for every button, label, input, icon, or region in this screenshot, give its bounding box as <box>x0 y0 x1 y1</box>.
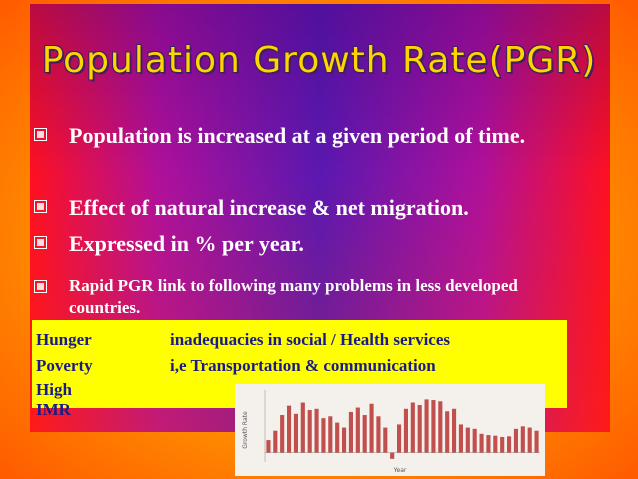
bar <box>534 430 539 453</box>
bar <box>355 407 360 453</box>
chart-background <box>235 384 545 476</box>
bar <box>362 415 367 453</box>
bullet: Effect of natural increase & net migrati… <box>30 192 610 224</box>
slide-title: Population Growth Rate(PGR) <box>41 40 597 81</box>
bar <box>369 403 374 453</box>
bar <box>314 408 319 453</box>
bar <box>307 410 312 453</box>
bar <box>465 427 470 453</box>
bar <box>397 424 402 453</box>
bar <box>500 436 505 453</box>
bar <box>383 427 388 453</box>
bullet-text: Population is increased at a given perio… <box>69 123 526 148</box>
bar <box>431 400 436 453</box>
problem: Hunger <box>36 330 92 349</box>
problem: High IMR <box>36 380 72 419</box>
problem: i,e Transportation & communication <box>170 356 436 375</box>
bar <box>472 428 477 453</box>
bar <box>445 411 450 453</box>
bar <box>438 401 443 453</box>
bar <box>335 422 340 453</box>
bar <box>321 418 326 453</box>
bullet-text: Rapid PGR link to following many problem… <box>69 276 518 317</box>
bullet-text: Effect of natural increase & net migrati… <box>69 195 469 220</box>
bullet: Population is increased at a given perio… <box>30 120 590 152</box>
bar <box>513 428 518 453</box>
bar <box>417 405 422 453</box>
bar <box>280 415 285 453</box>
bar <box>493 435 498 453</box>
bullet-text: Expressed in % per year. <box>69 231 304 256</box>
bar <box>507 436 512 453</box>
bar <box>452 408 457 453</box>
inset-chart: Growth Rate Year <box>235 384 545 476</box>
bar <box>328 416 333 453</box>
bar <box>273 430 278 453</box>
bar <box>458 424 463 453</box>
problem: Poverty <box>36 356 93 375</box>
bar <box>424 399 429 453</box>
bullet: Rapid PGR link to following many problem… <box>30 275 570 319</box>
problem: inadequacies in social / Health services <box>170 330 451 349</box>
bar <box>287 405 292 453</box>
bar <box>376 416 381 453</box>
bar <box>300 402 305 453</box>
bar <box>266 440 271 453</box>
bar <box>486 435 491 453</box>
bar <box>520 426 525 453</box>
x-axis-label: Year <box>393 467 407 474</box>
bar <box>403 408 408 453</box>
bar <box>348 411 353 453</box>
bar <box>342 427 347 453</box>
bullet: Expressed in % per year. <box>30 228 590 260</box>
bar <box>293 413 298 453</box>
bar <box>527 427 532 453</box>
y-axis-label: Growth Rate <box>242 411 249 449</box>
bar <box>479 433 484 453</box>
bar <box>410 402 415 453</box>
bar <box>390 452 395 459</box>
